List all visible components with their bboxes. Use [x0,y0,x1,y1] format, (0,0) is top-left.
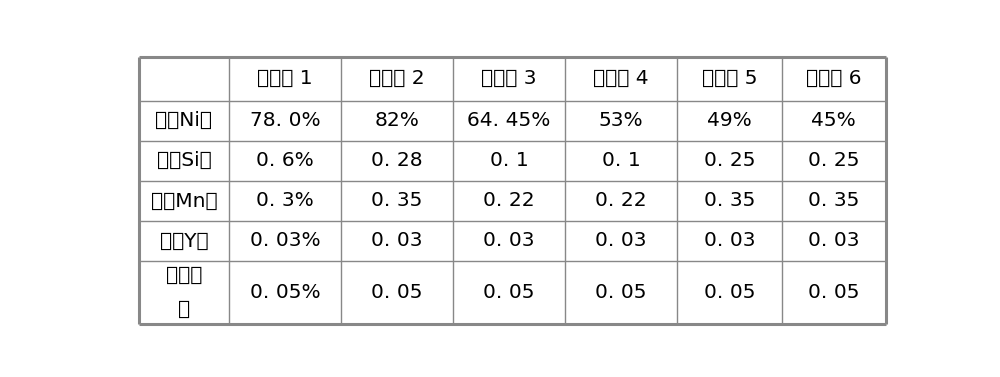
Text: 0. 1: 0. 1 [490,151,528,170]
Text: 0. 03: 0. 03 [704,231,755,250]
Text: 鑂（Y）: 鑂（Y） [160,231,208,250]
Text: 78. 0%: 78. 0% [250,111,320,130]
Text: 0. 05: 0. 05 [704,283,755,302]
Text: 锄（Mn）: 锄（Mn） [151,192,217,210]
Text: 实施例 5: 实施例 5 [702,69,757,88]
Text: 0. 03%: 0. 03% [250,231,320,250]
Text: 0. 35: 0. 35 [371,192,423,210]
Text: 硅（Si）: 硅（Si） [157,151,211,170]
Text: 镖（Ni）: 镖（Ni） [155,111,212,130]
Text: 0. 03: 0. 03 [808,231,860,250]
Text: 0. 35: 0. 35 [808,192,860,210]
Text: 实施例 2: 实施例 2 [369,69,425,88]
Text: 45%: 45% [811,111,856,130]
Text: 实施例 6: 实施例 6 [806,69,862,88]
Text: 64. 45%: 64. 45% [467,111,551,130]
Text: 0. 05: 0. 05 [808,283,860,302]
Text: 混合稀
土: 混合稀 土 [166,266,202,319]
Text: 0. 05%: 0. 05% [250,283,320,302]
Text: 0. 05: 0. 05 [595,283,647,302]
Text: 49%: 49% [707,111,752,130]
Text: 0. 05: 0. 05 [371,283,423,302]
Text: 0. 22: 0. 22 [595,192,647,210]
Text: 实施例 4: 实施例 4 [593,69,649,88]
Text: 0. 28: 0. 28 [371,151,423,170]
Text: 53%: 53% [599,111,643,130]
Text: 实施例 3: 实施例 3 [481,69,537,88]
Text: 0. 03: 0. 03 [595,231,647,250]
Text: 0. 22: 0. 22 [483,192,535,210]
Text: 实施例 1: 实施例 1 [257,69,313,88]
Text: 0. 03: 0. 03 [371,231,423,250]
Text: 82%: 82% [375,111,419,130]
Text: 0. 35: 0. 35 [704,192,755,210]
Text: 0. 6%: 0. 6% [256,151,314,170]
Text: 0. 03: 0. 03 [483,231,535,250]
Text: 0. 25: 0. 25 [808,151,860,170]
Text: 0. 05: 0. 05 [483,283,535,302]
Text: 0. 25: 0. 25 [704,151,755,170]
Text: 0. 3%: 0. 3% [256,192,314,210]
Text: 0. 1: 0. 1 [602,151,641,170]
